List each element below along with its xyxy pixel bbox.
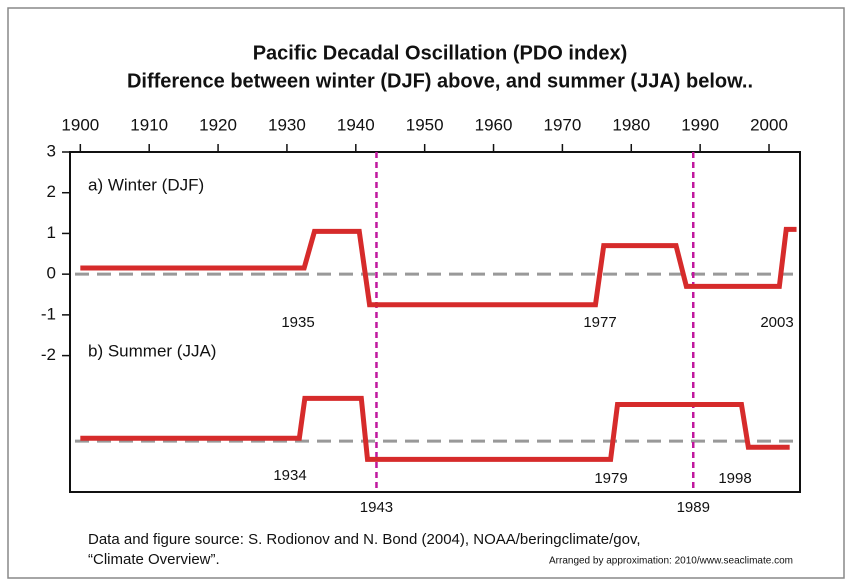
x-tick-label: 1900 (61, 115, 99, 134)
x-tick-label: 1910 (130, 115, 168, 134)
annotation: 2003 (760, 314, 793, 331)
data-line (80, 395, 790, 462)
y-tick-label: 3 (47, 141, 56, 160)
annotation: 1935 (281, 314, 314, 331)
chart-title: Pacific Decadal Oscillation (PDO index) (253, 42, 628, 64)
y-tick-label: 1 (47, 223, 56, 242)
x-tick-label: 1970 (543, 115, 581, 134)
y-tick-label: -2 (41, 345, 56, 364)
annotation: 1979 (594, 470, 627, 487)
credit: Arranged by approximation: 2010/www.seac… (549, 556, 793, 567)
x-tick-label: 1960 (475, 115, 513, 134)
y-tick-label: 0 (47, 264, 56, 283)
y-tick-label: 2 (47, 182, 56, 201)
panel-label: a) Winter (DJF) (88, 175, 204, 194)
frame (7, 7, 845, 579)
chart-subtitle: Difference between winter (DJF) above, a… (127, 70, 753, 92)
x-tick-label: 2000 (750, 115, 788, 134)
panel-label: b) Summer (JJA) (88, 341, 216, 360)
source: Data and figure source: S. Rodionov and … (88, 531, 641, 548)
x-tick-label: 1990 (681, 115, 719, 134)
annotation: 1998 (718, 470, 751, 487)
source: “Climate Overview”. (88, 551, 220, 568)
y-tick-label: -1 (41, 304, 56, 323)
x-tick-label: 1950 (406, 115, 444, 134)
event-label: 1989 (677, 499, 710, 516)
x-tick-label: 1920 (199, 115, 237, 134)
x-tick-label: 1930 (268, 115, 306, 134)
x-tick-label: 1940 (337, 115, 375, 134)
annotation: 1977 (583, 314, 616, 331)
data-line (80, 226, 797, 308)
annotation: 1934 (273, 467, 306, 484)
x-tick-label: 1980 (612, 115, 650, 134)
event-label: 1943 (360, 499, 393, 516)
plot-area (69, 151, 801, 493)
